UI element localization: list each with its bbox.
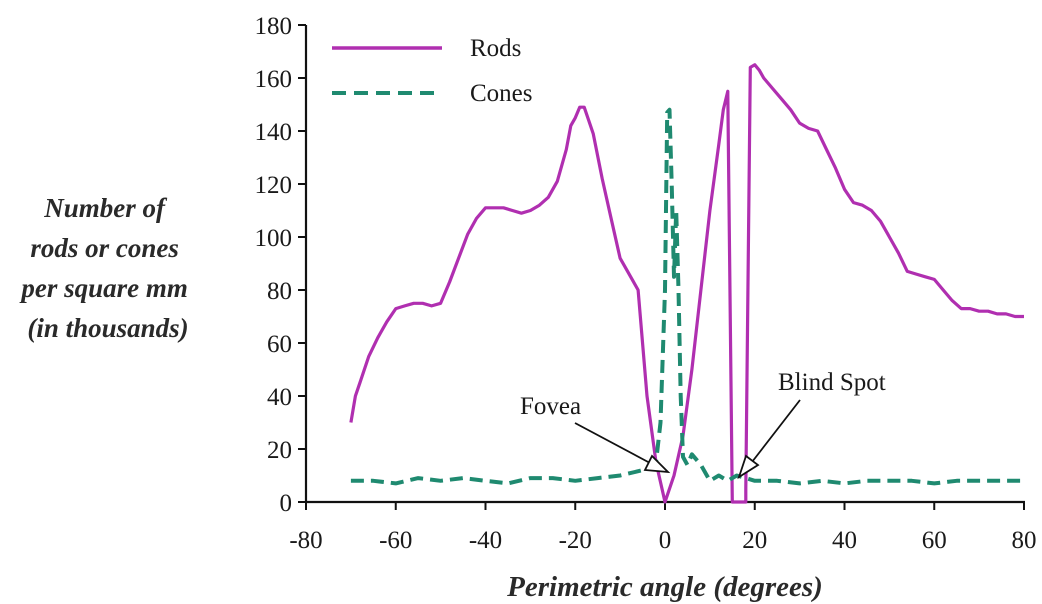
y-tick-label: 160 [255, 66, 293, 93]
x-tick-label: 80 [1012, 527, 1037, 554]
x-tick-label: -20 [559, 527, 592, 554]
x-tick-label: 60 [922, 527, 947, 554]
legend: Rods Cones [332, 35, 533, 107]
y-tick-label: 100 [255, 225, 293, 252]
y-tick-label: 80 [267, 278, 292, 305]
annotation-fovea: Fovea [520, 393, 671, 474]
y-tick-label: 0 [280, 490, 293, 517]
annotation-fovea-arrowhead [643, 454, 671, 474]
y-axis-label-line-1: Number of [43, 193, 168, 223]
annotation-blind-spot-arrowhead [737, 454, 760, 480]
x-tick-label: -60 [379, 527, 412, 554]
y-tick-label: 180 [255, 13, 293, 40]
series-line-cones [350, 107, 1024, 486]
y-axis-label-line-2: rods or cones [30, 233, 179, 263]
y-tick-label: 60 [267, 331, 292, 358]
legend-cones-label: Cones [470, 80, 533, 107]
legend-rods-label: Rods [470, 35, 521, 62]
y-tick-label: 120 [255, 172, 293, 199]
x-tick-label: -40 [469, 527, 502, 554]
annotation-blind-spot-arrow-line [751, 399, 801, 463]
y-axis-label-line-4: (in thousands) [27, 313, 188, 343]
y-axis-label: Number of rods or cones per square mm (i… [19, 193, 194, 343]
y-tick-label: 20 [267, 437, 292, 464]
annotation-fovea-arrow-line [574, 422, 651, 464]
series-group [349, 63, 1024, 504]
x-tick-label: -80 [289, 527, 322, 554]
x-ticks: -80 -60 -40 -20 0 20 40 60 80 [289, 502, 1037, 554]
annotation-blind-spot-label: Blind Spot [778, 369, 886, 396]
annotation-fovea-label: Fovea [520, 393, 581, 420]
y-tick-label: 40 [267, 384, 292, 411]
series-line-rods [349, 63, 1024, 504]
x-tick-label: 0 [659, 527, 672, 554]
y-axis-label-line-3: per square mm [19, 273, 188, 303]
y-tick-label: 140 [255, 119, 293, 146]
x-tick-label: 20 [742, 527, 767, 554]
x-axis-label: Perimetric angle (degrees) [506, 571, 823, 603]
y-ticks: 0 20 40 60 80 100 120 140 160 180 [255, 13, 306, 517]
annotation-blind-spot: Blind Spot [737, 369, 886, 480]
x-tick-label: 40 [832, 527, 857, 554]
